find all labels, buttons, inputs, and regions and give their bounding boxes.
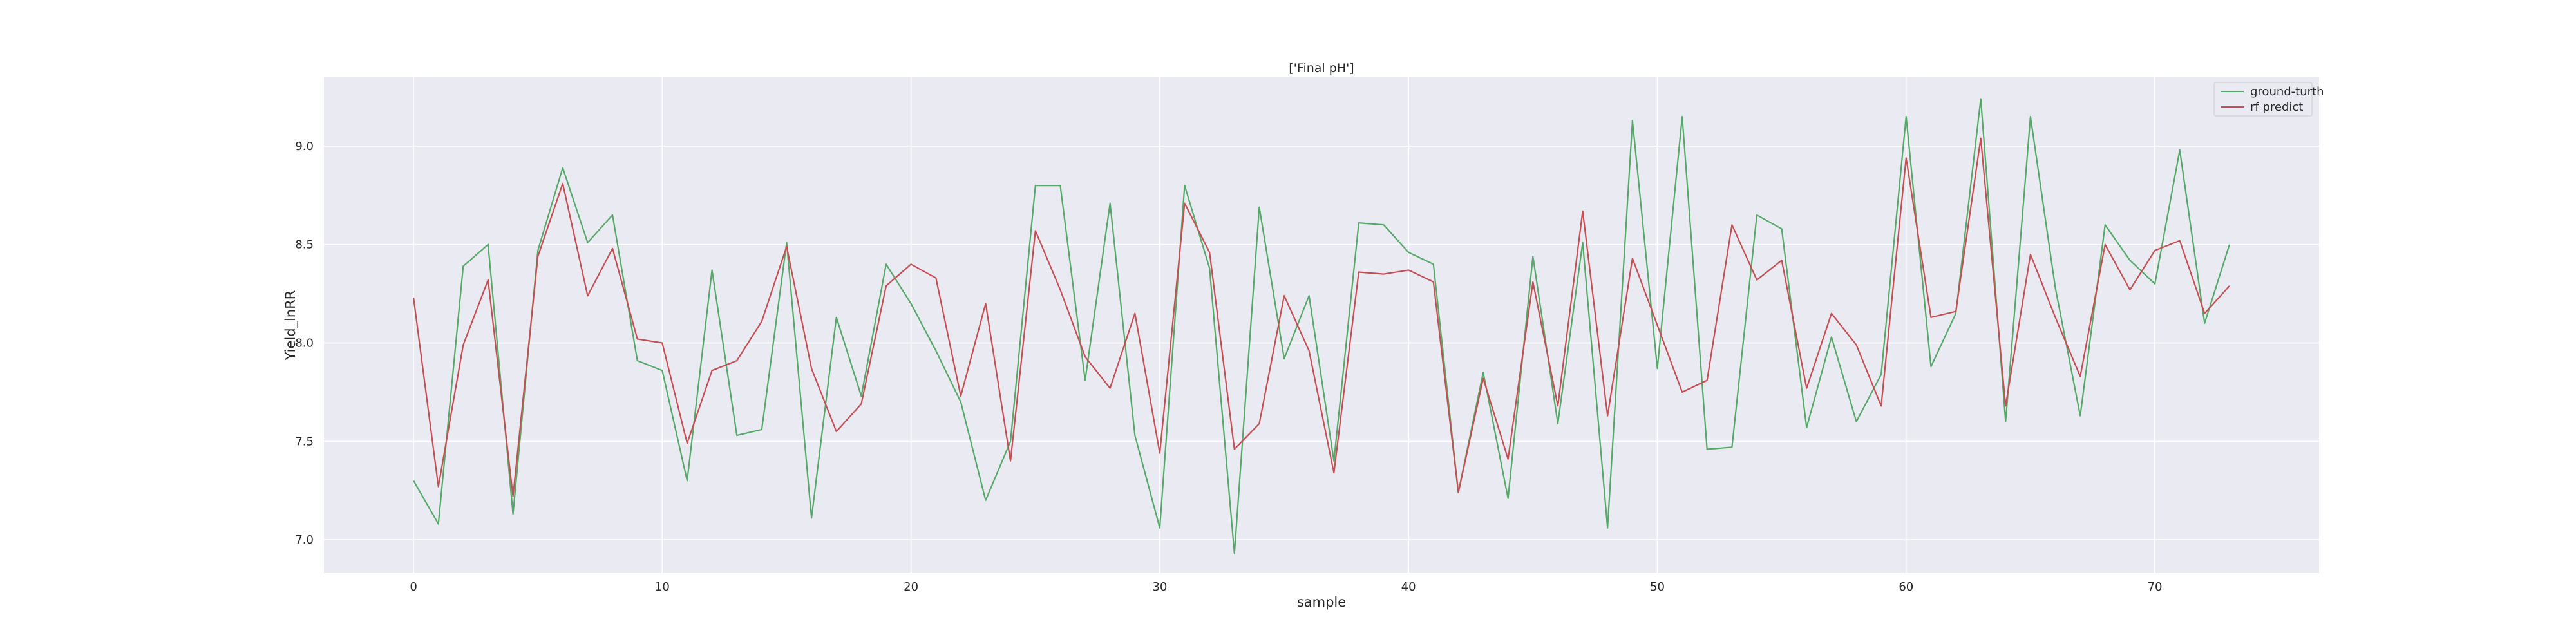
legend-label-rf-predict: rf predict bbox=[2250, 100, 2303, 114]
x-tick-label: 30 bbox=[1152, 580, 1167, 594]
chart-title: ['Final pH'] bbox=[1289, 61, 1354, 75]
x-tick-label: 10 bbox=[655, 580, 670, 594]
y-axis-label: Yield_lnRR bbox=[283, 290, 299, 361]
x-tick-label: 50 bbox=[1650, 580, 1665, 594]
x-tick-label: 70 bbox=[2148, 580, 2163, 594]
x-tick-label: 20 bbox=[904, 580, 918, 594]
x-tick-label: 0 bbox=[410, 580, 417, 594]
x-tick-label: 40 bbox=[1401, 580, 1416, 594]
y-axis-ticks: 7.0 7.5 8.0 8.5 9.0 bbox=[295, 140, 314, 547]
x-axis-label: sample bbox=[1297, 594, 1346, 610]
grid-lines bbox=[324, 77, 2319, 573]
y-tick-label: 8.5 bbox=[295, 238, 314, 252]
y-tick-label: 9.0 bbox=[295, 140, 314, 153]
series-line-rf-predict bbox=[413, 137, 2230, 497]
y-tick-label: 7.5 bbox=[295, 435, 314, 448]
series-lines bbox=[413, 98, 2230, 554]
x-axis-ticks: 0 10 20 30 40 50 60 70 bbox=[410, 580, 2162, 594]
y-tick-label: 8.0 bbox=[295, 337, 314, 350]
legend-label-ground-turth: ground-turth bbox=[2250, 85, 2324, 99]
series-line-ground-turth bbox=[413, 98, 2230, 554]
x-tick-label: 60 bbox=[1899, 580, 1913, 594]
plot-area bbox=[324, 77, 2319, 573]
y-tick-label: 7.0 bbox=[295, 533, 314, 547]
legend: ground-turth rf predict bbox=[2213, 82, 2324, 117]
